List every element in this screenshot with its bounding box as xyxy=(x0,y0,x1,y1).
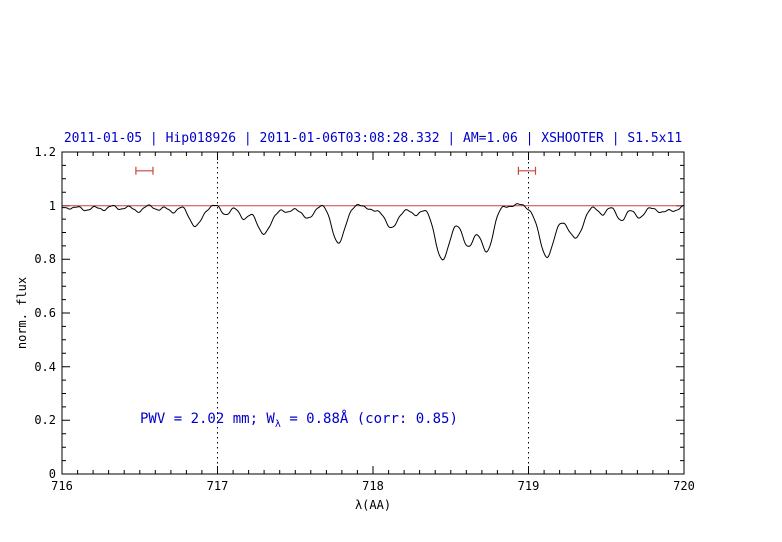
telluric-band-markers xyxy=(135,166,537,175)
pwv-annotation: PWV = 2.02 mm; Wλ = 0.88Å (corr: 0.85) xyxy=(140,411,458,430)
y-tick-label: 0.4 xyxy=(34,359,56,374)
x-tick-label: 716 xyxy=(51,479,73,493)
pwv-annotation-post: = 0.88Å (corr: 0.85) xyxy=(280,411,458,427)
pwv-annotation-pre: PWV = 2.02 mm; W xyxy=(140,411,275,427)
x-tick-label: 717 xyxy=(206,479,229,493)
y-tick-label: 0.8 xyxy=(34,252,56,267)
dotted-vlines xyxy=(217,152,529,474)
x-tick-label: 718 xyxy=(362,479,384,493)
y-tick-label: 1 xyxy=(48,198,56,213)
x-axis-label: λ(AA) xyxy=(354,498,392,512)
plot-title: 2011-01-05 | Hip018926 | 2011-01-06T03:0… xyxy=(63,131,683,146)
spectrum-line xyxy=(61,203,685,261)
plot-frame xyxy=(61,151,685,475)
pwv-annotation-sub: λ xyxy=(274,418,281,430)
y-tick-label: 0 xyxy=(48,467,56,481)
x-tick-label: 720 xyxy=(673,479,695,493)
y-tick-label: 0.6 xyxy=(34,306,56,320)
minor-ticks xyxy=(62,152,684,474)
x-tick-label: 719 xyxy=(517,479,540,493)
y-tick-label: 1.2 xyxy=(34,145,56,159)
y-tick-label: 0.2 xyxy=(34,413,56,428)
